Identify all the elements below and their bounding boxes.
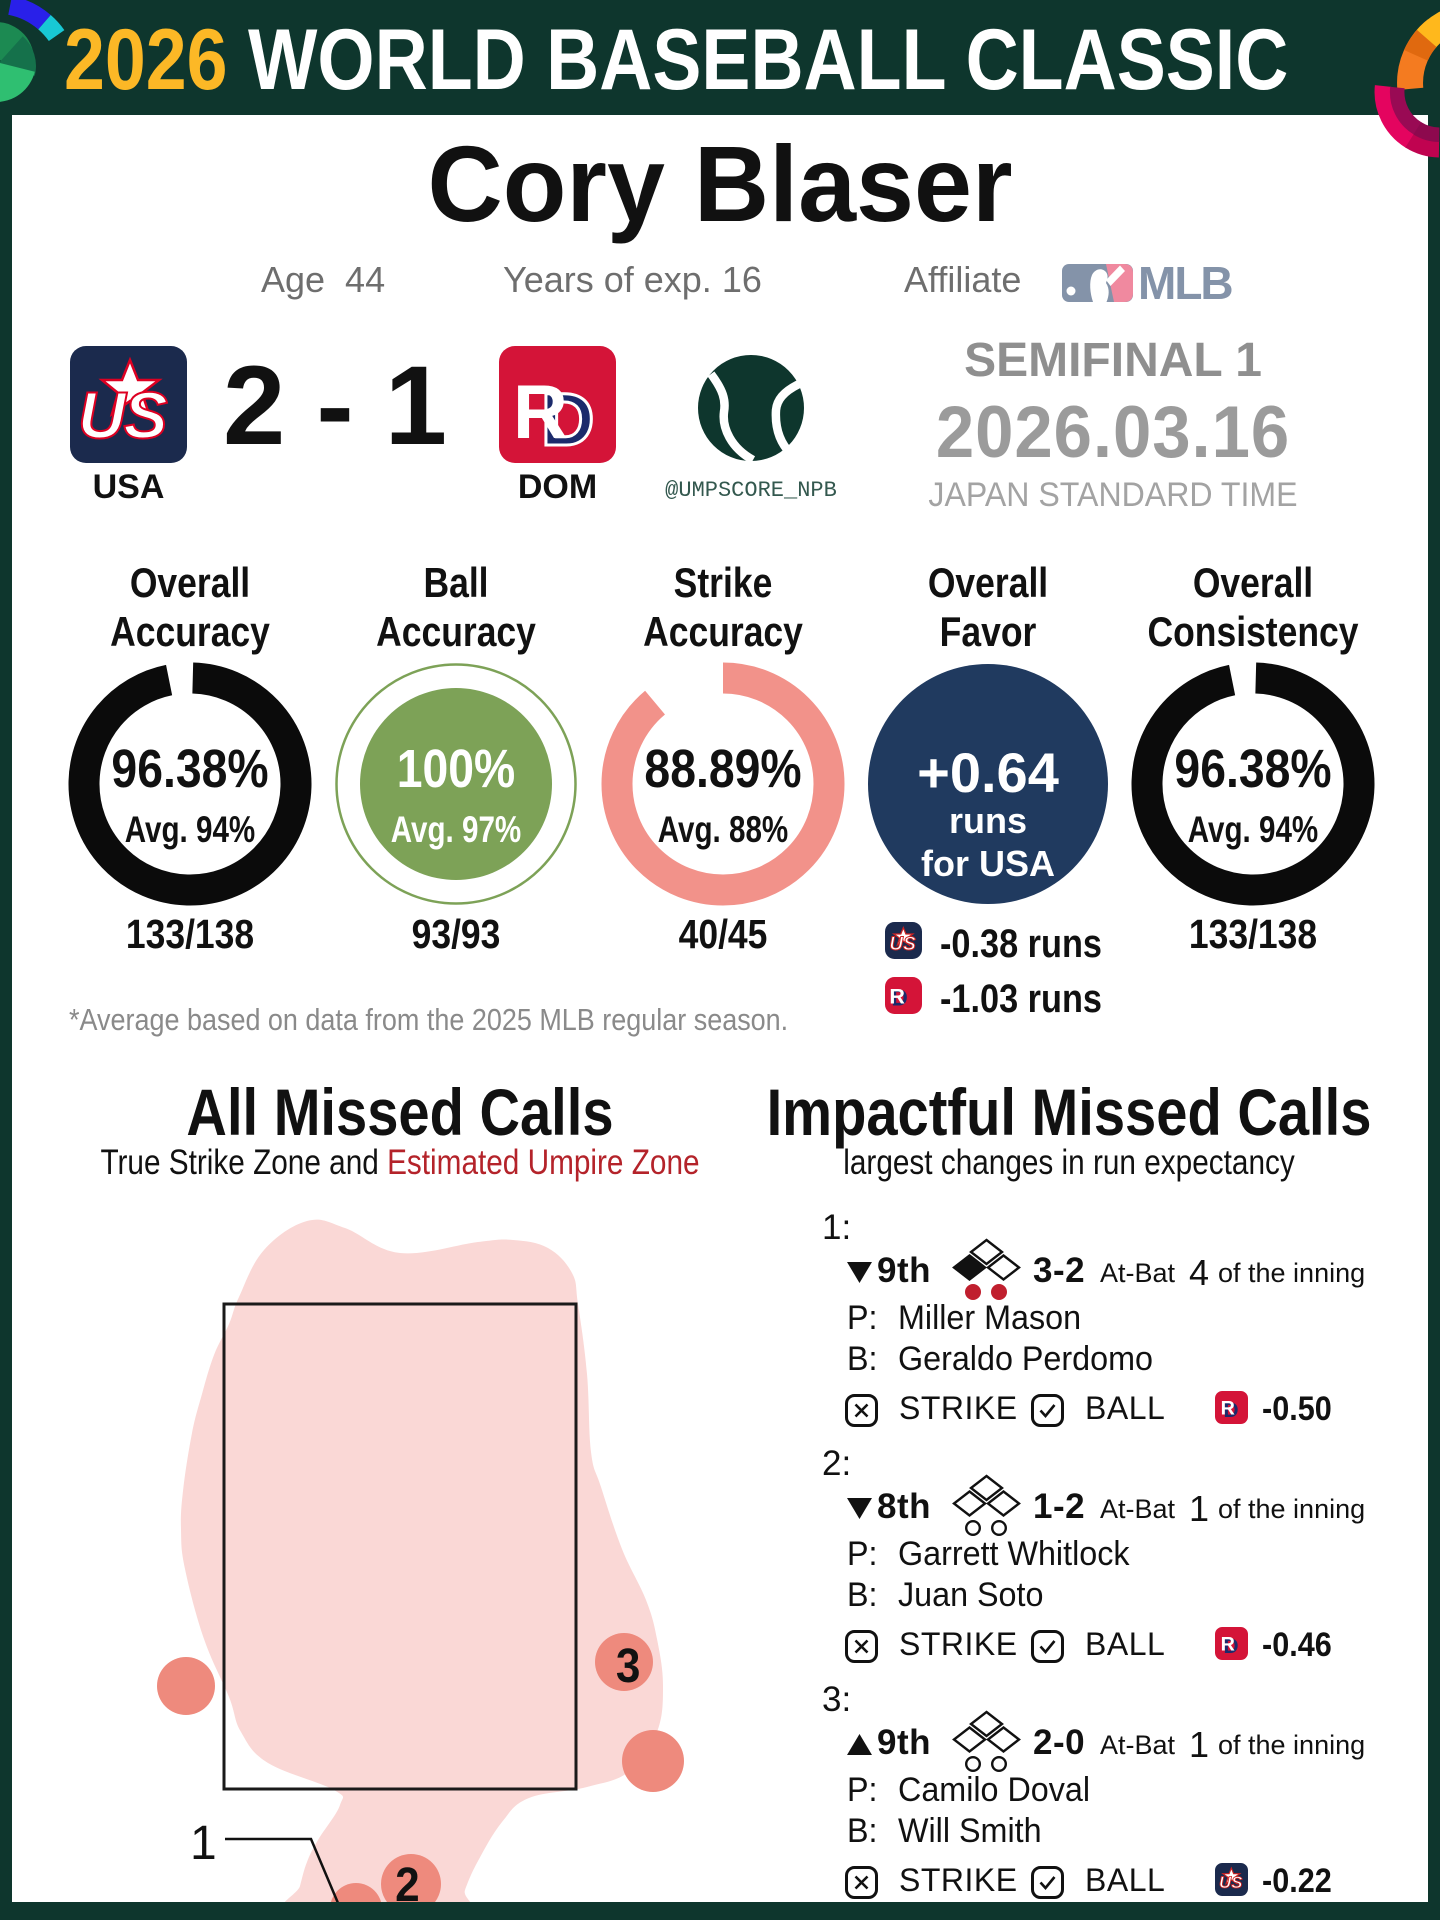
- svg-text:R: R: [1221, 1634, 1235, 1656]
- svg-text:R: R: [1221, 1398, 1235, 1420]
- svg-text:US: US: [889, 934, 916, 955]
- svg-text:MLB: MLB: [1138, 263, 1232, 305]
- svg-text:D: D: [891, 984, 907, 1010]
- svg-text:US: US: [1219, 1873, 1243, 1892]
- svg-text:D: D: [1223, 1399, 1238, 1422]
- svg-text:3: 3: [616, 1638, 641, 1692]
- svg-text:D: D: [1223, 1635, 1238, 1658]
- svg-text:1: 1: [190, 1817, 217, 1870]
- svg-text:2: 2: [395, 1857, 420, 1902]
- svg-text:R: R: [513, 370, 568, 455]
- svg-text:US: US: [78, 378, 168, 452]
- svg-text:D: D: [541, 378, 594, 461]
- svg-text:R: R: [889, 985, 905, 1009]
